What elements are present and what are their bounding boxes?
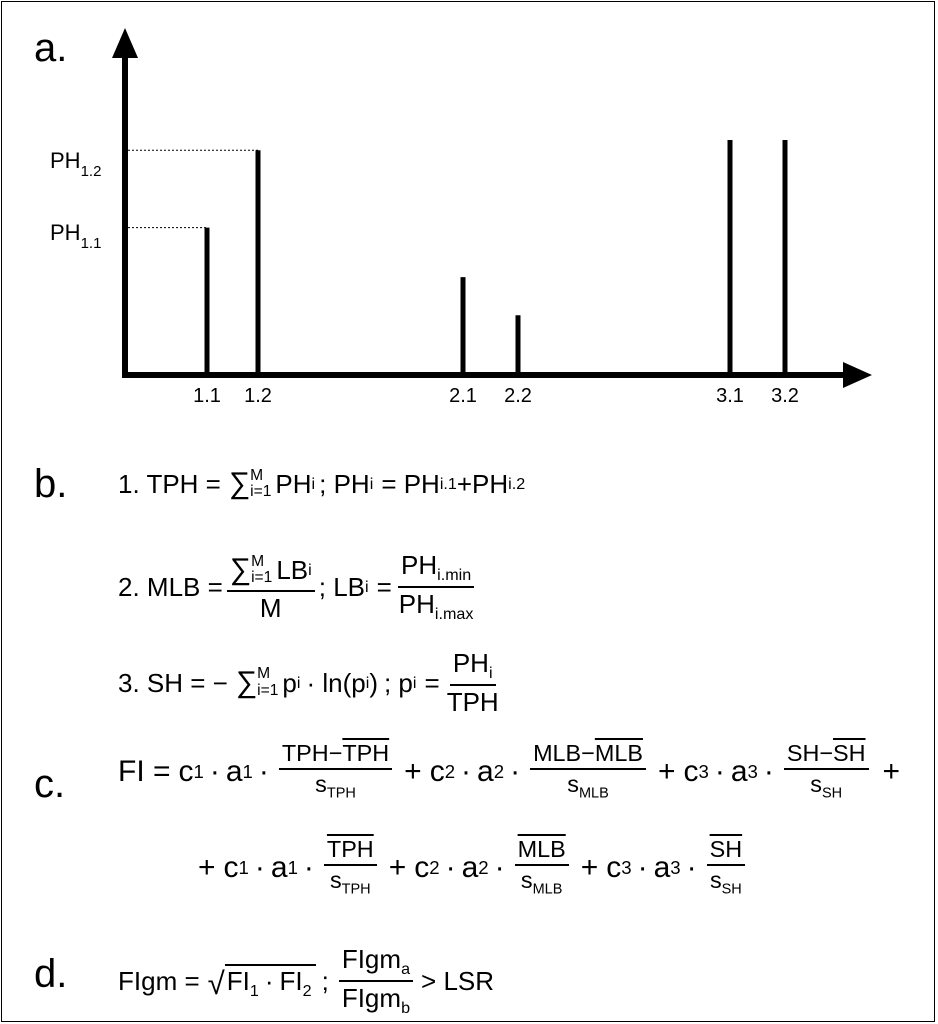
section-d-label: d.: [34, 952, 68, 996]
tick-label-1-1: 1.1: [193, 385, 221, 407]
y-label-ph-1-2: PH1.2: [50, 148, 101, 180]
peak-tick-labels: 1.1 1.2 2.1 2.2 3.1 3.2: [193, 385, 799, 407]
y-axis-arrow: [112, 28, 138, 58]
tick-label-3-2: 3.2: [771, 385, 799, 407]
tick-label-3-1: 3.1: [716, 385, 744, 407]
section-a-label: a.: [34, 26, 68, 70]
tick-label-1-2: 1.2: [244, 385, 272, 407]
section-c-label: c.: [34, 762, 66, 806]
tick-label-2-1: 2.1: [449, 385, 477, 407]
tick-label-2-2: 2.2: [504, 385, 532, 407]
peak-bars: [204, 139, 788, 372]
section-b-label: b.: [34, 462, 68, 506]
peak-guide-lines: [128, 149, 258, 229]
y-label-ph-1-1: PH1.1: [50, 220, 101, 252]
equation-figm: FIgm = √ FI1 · FI2 ; FIgma FIgmb > LSR: [118, 944, 495, 1018]
x-axis-arrow: [843, 362, 872, 388]
chart-axes: [112, 28, 872, 388]
